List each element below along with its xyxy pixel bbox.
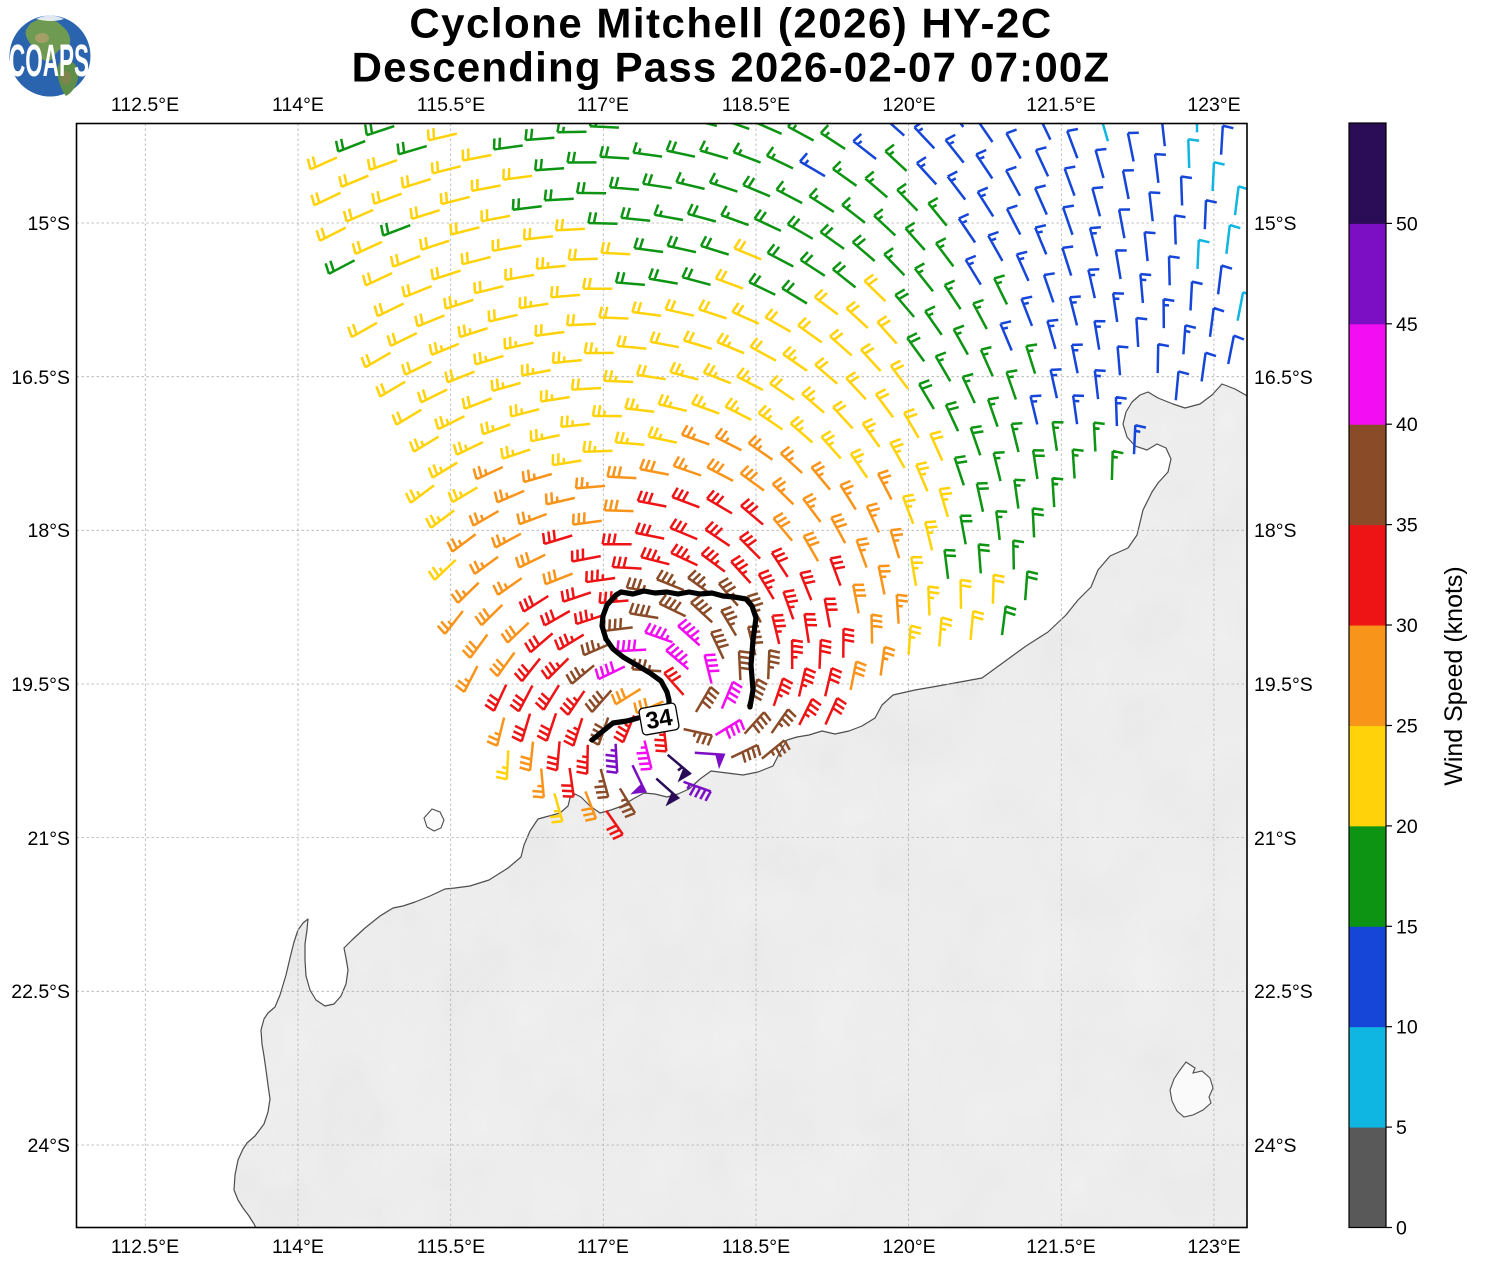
svg-text:120°E: 120°E — [882, 94, 935, 116]
svg-text:117°E: 117°E — [577, 94, 629, 116]
svg-text:18°S: 18°S — [28, 520, 71, 542]
svg-text:30: 30 — [1396, 615, 1418, 637]
svg-text:19.5°S: 19.5°S — [11, 674, 70, 696]
svg-text:15: 15 — [1396, 916, 1418, 938]
svg-text:121.5°E: 121.5°E — [1026, 1236, 1096, 1258]
svg-text:112.5°E: 112.5°E — [111, 1236, 179, 1258]
svg-text:21°S: 21°S — [28, 828, 71, 850]
svg-text:118.5°E: 118.5°E — [722, 1236, 790, 1258]
svg-text:123°E: 123°E — [1187, 1236, 1240, 1258]
svg-text:15°S: 15°S — [1254, 213, 1297, 235]
svg-text:50: 50 — [1396, 213, 1418, 235]
svg-text:COAPS: COAPS — [9, 36, 89, 87]
svg-text:35: 35 — [1396, 515, 1418, 537]
svg-text:16.5°S: 16.5°S — [1254, 367, 1313, 389]
svg-text:123°E: 123°E — [1187, 94, 1240, 116]
svg-text:10: 10 — [1396, 1017, 1418, 1039]
svg-text:114°E: 114°E — [272, 94, 324, 116]
svg-text:45: 45 — [1396, 314, 1418, 336]
svg-text:118.5°E: 118.5°E — [722, 94, 790, 116]
svg-text:18°S: 18°S — [1254, 520, 1297, 542]
svg-text:120°E: 120°E — [882, 1236, 935, 1258]
svg-text:24°S: 24°S — [28, 1135, 71, 1157]
svg-text:22.5°S: 22.5°S — [1254, 981, 1313, 1003]
svg-text:112.5°E: 112.5°E — [111, 94, 179, 116]
svg-text:40: 40 — [1396, 414, 1418, 436]
svg-text:22.5°S: 22.5°S — [11, 981, 70, 1003]
svg-text:0: 0 — [1396, 1218, 1407, 1240]
svg-text:5: 5 — [1396, 1117, 1407, 1139]
svg-text:24°S: 24°S — [1254, 1135, 1297, 1157]
svg-text:117°E: 117°E — [577, 1236, 629, 1258]
svg-text:115.5°E: 115.5°E — [417, 94, 485, 116]
svg-text:34: 34 — [644, 704, 676, 735]
svg-text:121.5°E: 121.5°E — [1026, 94, 1096, 116]
svg-text:Wind Speed (knots): Wind Speed (knots) — [1440, 566, 1468, 786]
svg-text:15°S: 15°S — [28, 213, 71, 235]
svg-text:19.5°S: 19.5°S — [1254, 674, 1313, 696]
svg-text:115.5°E: 115.5°E — [417, 1236, 485, 1258]
svg-text:25: 25 — [1396, 716, 1418, 738]
svg-text:Cyclone Mitchell (2026) HY-2C: Cyclone Mitchell (2026) HY-2C — [409, 0, 1052, 47]
svg-text:20: 20 — [1396, 816, 1418, 838]
svg-text:21°S: 21°S — [1254, 828, 1297, 850]
svg-text:Descending Pass 2026-02-07 07:: Descending Pass 2026-02-07 07:00Z — [352, 44, 1111, 91]
svg-text:114°E: 114°E — [272, 1236, 324, 1258]
svg-text:16.5°S: 16.5°S — [11, 367, 70, 389]
